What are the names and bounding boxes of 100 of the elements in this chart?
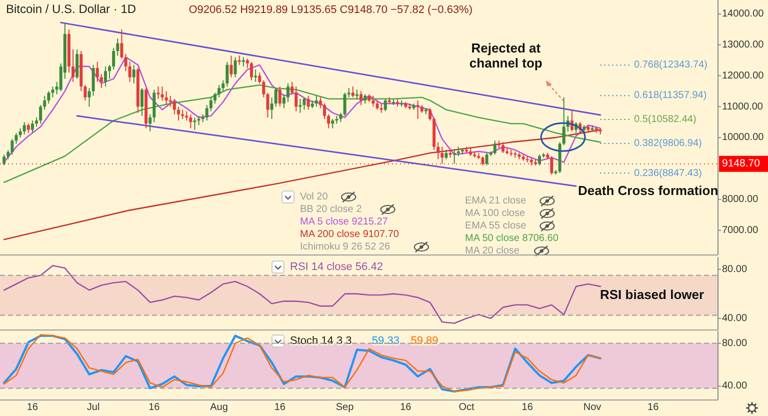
candlestick: [35, 116, 38, 128]
annotation: Rejected at channel top: [469, 40, 542, 70]
candlestick: [456, 146, 460, 157]
candlestick: [6, 149, 10, 160]
ref-line-label: 0.382(9806.94): [634, 138, 702, 150]
annotation: EMA 21 close: [465, 196, 527, 207]
candlestick: [238, 55, 241, 66]
candlestick: [294, 86, 298, 112]
candlestick: [452, 149, 456, 164]
x-tick-label: Oct: [458, 402, 474, 413]
candlestick: [364, 94, 367, 104]
candlestick: [88, 88, 91, 108]
candlestick: [331, 118, 334, 129]
line-series: [3, 84, 602, 184]
y-tick-label: 40.00: [722, 312, 748, 324]
candlestick: [502, 142, 505, 154]
candlestick: [355, 89, 358, 100]
annotation: MA 100 close: [465, 208, 526, 220]
candlestick: [343, 92, 346, 116]
candlestick: [538, 154, 542, 166]
annotation: Death Cross formation: [578, 183, 718, 198]
candlestick: [250, 61, 254, 81]
text: MA 5 close 9215.27: [300, 216, 388, 228]
candlestick: [254, 69, 258, 82]
candlestick: [226, 61, 229, 88]
chart-subtitle: O9206.52 H9219.89 L9135.65 C9148.70 −57.82 (−0.63%): [188, 4, 473, 16]
candlestick: [18, 128, 22, 138]
candlestick: [416, 100, 420, 120]
candlestick: [266, 92, 270, 118]
ref-line-label: 9148.70: [722, 158, 760, 170]
candlestick: [172, 98, 176, 115]
candlestick: [96, 61, 99, 82]
candlestick: [108, 64, 112, 80]
text: MA 200 close 9107.70: [300, 229, 400, 240]
candlestick: [181, 109, 184, 120]
candlestick: [376, 100, 379, 110]
x-tick-label: Jul: [86, 402, 100, 413]
candlestick: [314, 95, 318, 108]
candlestick: [148, 114, 152, 132]
y-tick-label: 80.00: [722, 264, 748, 275]
ref-line-label: 0.768(12343.74): [634, 60, 708, 71]
candlestick: [428, 108, 432, 122]
ref-line-label: 0.5(10582.44): [634, 114, 696, 126]
series-label: RSI 14 close 56.42: [290, 261, 383, 273]
y-tick-label: 13000.00: [722, 39, 764, 50]
x-tick-label: Nov: [583, 402, 602, 413]
y-tick-label: 12000.00: [722, 70, 764, 82]
candlestick: [318, 96, 322, 109]
candlestick: [550, 156, 554, 176]
text: MA 50 close 8706.60: [465, 233, 559, 244]
candlestick: [84, 84, 87, 101]
candlestick: [156, 86, 160, 100]
candlestick: [290, 81, 294, 95]
y-tick-label: 80.00: [722, 338, 748, 349]
annotation: Ichimoku 9 26 52 26: [300, 242, 390, 253]
candlestick: [43, 95, 46, 110]
candlestick: [112, 47, 116, 70]
candlestick: [485, 152, 488, 166]
candlestick: [124, 54, 128, 72]
candlestick: [176, 106, 180, 122]
candlestick: [193, 116, 196, 130]
candlestick: [351, 86, 354, 98]
candlestick: [440, 146, 444, 164]
candlestick: [168, 95, 172, 108]
candlestick: [562, 96, 566, 146]
candlestick: [92, 64, 95, 96]
candlestick: [246, 58, 249, 68]
candlestick: [327, 114, 330, 129]
candlestick: [242, 56, 245, 67]
ref-line-label: 0.618(11357.94): [634, 90, 707, 102]
candlestick: [205, 104, 208, 122]
candlestick: [384, 98, 387, 112]
candlestick: [222, 80, 225, 92]
x-tick-label: 16: [26, 402, 38, 413]
candlestick: [493, 140, 496, 156]
candlestick: [234, 56, 237, 78]
candlestick: [30, 120, 34, 134]
candlestick: [436, 142, 440, 160]
candlestick: [47, 90, 50, 104]
candlestick: [230, 55, 233, 78]
candlestick: [164, 90, 168, 106]
candlestick: [209, 96, 212, 112]
candlestick: [213, 92, 216, 104]
chart-title: Bitcoin / U.S. Dollar · 1D: [6, 2, 136, 16]
annotation: Vol 20: [300, 192, 328, 203]
candlestick: [100, 74, 103, 89]
candlestick: [298, 98, 302, 114]
y-tick-label: 40.00: [722, 380, 748, 392]
candlestick: [2, 154, 6, 166]
candlestick: [14, 132, 18, 144]
candlestick: [72, 48, 75, 82]
y-tick-label: 8000.00: [722, 194, 759, 206]
candlestick: [282, 94, 286, 109]
candlestick: [10, 138, 14, 156]
candlestick: [128, 61, 132, 82]
y-tick-label: 11000.00: [722, 101, 764, 112]
candlestick: [347, 88, 350, 98]
annotation: EMA 55 close: [465, 220, 527, 232]
candlestick: [380, 103, 383, 114]
candlestick: [120, 28, 124, 60]
